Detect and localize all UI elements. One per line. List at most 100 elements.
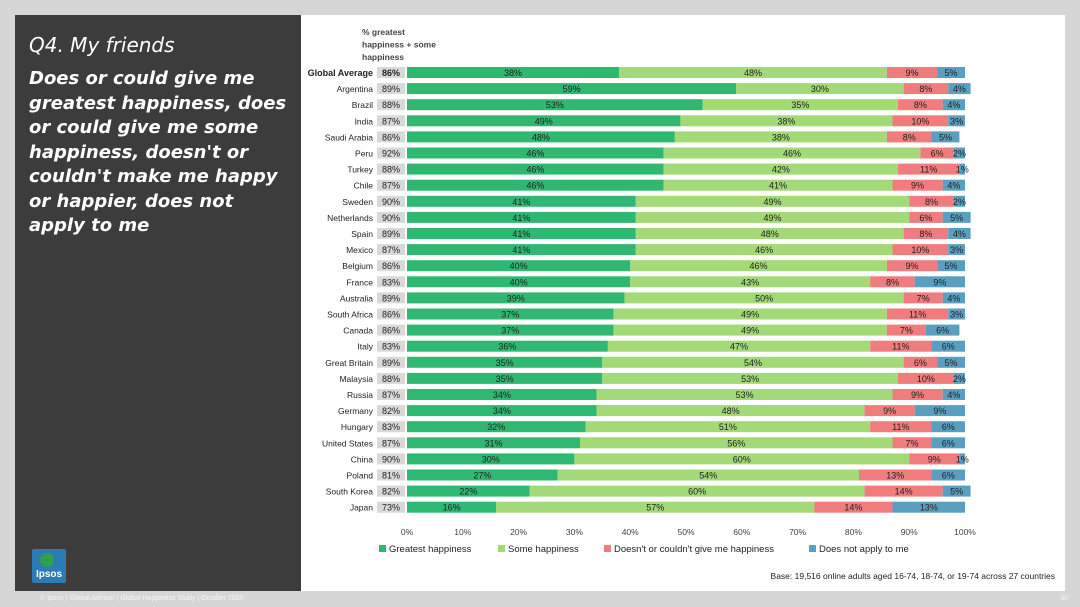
bar-data-label: 27% bbox=[473, 471, 491, 481]
net-value-label: 89% bbox=[382, 293, 400, 303]
percent-header-line: % greatest bbox=[362, 27, 405, 37]
net-value-box bbox=[377, 292, 405, 304]
bar-segment bbox=[407, 356, 603, 368]
bar-data-label: 9% bbox=[905, 261, 918, 271]
bar-segment bbox=[585, 421, 871, 433]
bar-segment bbox=[870, 276, 915, 288]
x-tick-label: 90% bbox=[901, 527, 918, 537]
bar-segment bbox=[407, 405, 597, 417]
bar-segment bbox=[602, 356, 904, 368]
bar-data-label: 11% bbox=[909, 310, 926, 320]
bar-data-label: 6% bbox=[914, 358, 927, 368]
bar-data-label: 6% bbox=[942, 438, 955, 448]
bar-data-label: 7% bbox=[900, 326, 913, 336]
bar-data-label: 2% bbox=[953, 374, 966, 384]
bar-data-label: 7% bbox=[917, 293, 930, 303]
bar-data-label: 38% bbox=[772, 132, 790, 142]
bar-segment bbox=[886, 67, 938, 78]
bar-segment bbox=[407, 195, 636, 207]
bar-segment bbox=[914, 276, 965, 288]
bar-segment bbox=[635, 228, 904, 239]
net-value-label: 83% bbox=[382, 342, 400, 352]
bar-data-label: 6% bbox=[936, 326, 949, 336]
bar-segment bbox=[886, 308, 949, 320]
bar-data-label: 22% bbox=[459, 487, 477, 497]
bar-data-label: 37% bbox=[501, 326, 519, 336]
bar-segment bbox=[948, 228, 971, 239]
bar-segment bbox=[407, 501, 497, 513]
bar-segment bbox=[814, 501, 893, 513]
bar-segment bbox=[702, 99, 899, 111]
bar-data-label: 42% bbox=[772, 165, 790, 175]
x-tick-label: 70% bbox=[789, 527, 806, 537]
bar-segment bbox=[898, 163, 960, 175]
bar-data-label: 5% bbox=[950, 487, 963, 497]
bar-data-label: 14% bbox=[844, 503, 862, 513]
bar-segment bbox=[959, 163, 965, 175]
bar-segment bbox=[948, 308, 965, 320]
net-value-box bbox=[377, 163, 405, 175]
bar-segment bbox=[925, 324, 960, 336]
category-label: China bbox=[351, 454, 373, 464]
x-tick-label: 30% bbox=[566, 527, 583, 537]
base-note: Base: 19,516 online adults aged 16-74, 1… bbox=[771, 571, 1055, 581]
bar-data-label: 53% bbox=[546, 100, 564, 110]
bar-segment bbox=[892, 437, 932, 449]
bar-segment bbox=[931, 340, 965, 352]
legend-swatch bbox=[498, 545, 505, 552]
bar-segment bbox=[931, 421, 965, 433]
net-value-label: 88% bbox=[382, 165, 400, 175]
percent-header-line: happiness + some bbox=[362, 40, 436, 50]
bar-segment bbox=[942, 211, 971, 223]
bar-data-label: 4% bbox=[953, 229, 966, 239]
bar-data-label: 30% bbox=[482, 454, 500, 464]
bar-data-label: 43% bbox=[741, 277, 759, 287]
bar-data-label: 41% bbox=[512, 229, 530, 239]
bar-segment bbox=[407, 308, 614, 320]
net-value-label: 87% bbox=[382, 181, 400, 191]
bar-segment bbox=[602, 372, 899, 384]
net-value-box bbox=[377, 115, 405, 127]
bar-data-label: 49% bbox=[741, 326, 759, 336]
bar-segment bbox=[942, 179, 965, 191]
net-value-box bbox=[377, 99, 405, 111]
net-value-box bbox=[377, 372, 405, 384]
net-value-box bbox=[377, 67, 405, 78]
bar-data-label: 8% bbox=[919, 84, 932, 94]
bar-segment bbox=[407, 469, 558, 481]
bar-data-label: 7% bbox=[905, 438, 918, 448]
footer: © Ipsos | Global Advisor | Global Happin… bbox=[40, 595, 244, 602]
bar-segment bbox=[630, 260, 887, 272]
bar-data-label: 56% bbox=[727, 438, 745, 448]
bar-segment bbox=[892, 501, 965, 513]
logo-mark-icon bbox=[40, 553, 54, 567]
bar-data-label: 41% bbox=[769, 181, 787, 191]
bar-segment bbox=[931, 437, 965, 449]
bar-data-label: 10% bbox=[911, 245, 929, 255]
bar-data-label: 60% bbox=[733, 454, 751, 464]
x-tick-label: 60% bbox=[733, 527, 750, 537]
bar-segment bbox=[407, 372, 603, 384]
category-label: India bbox=[355, 116, 374, 126]
category-label: France bbox=[347, 277, 374, 287]
bar-data-label: 35% bbox=[496, 374, 514, 384]
bar-segment bbox=[870, 421, 932, 433]
stacked-bar-chart: % greatest happiness + some happiness Glob… bbox=[308, 27, 1055, 581]
net-value-box bbox=[377, 437, 405, 449]
bar-segment bbox=[557, 469, 859, 481]
bar-segment bbox=[858, 469, 932, 481]
net-value-box bbox=[377, 179, 405, 191]
category-label: South Africa bbox=[327, 310, 373, 320]
legend-swatch bbox=[379, 545, 386, 552]
bar-segment bbox=[596, 405, 865, 417]
bar-segment bbox=[886, 324, 926, 336]
category-label: Chile bbox=[354, 181, 374, 191]
net-value-label: 87% bbox=[382, 116, 400, 126]
bar-data-label: 54% bbox=[744, 358, 762, 368]
bar-segment bbox=[892, 389, 943, 400]
bar-data-label: 50% bbox=[755, 293, 773, 303]
bar-segment bbox=[407, 83, 737, 95]
bar-data-label: 5% bbox=[945, 358, 958, 368]
net-value-label: 81% bbox=[382, 471, 400, 481]
net-value-label: 89% bbox=[382, 358, 400, 368]
